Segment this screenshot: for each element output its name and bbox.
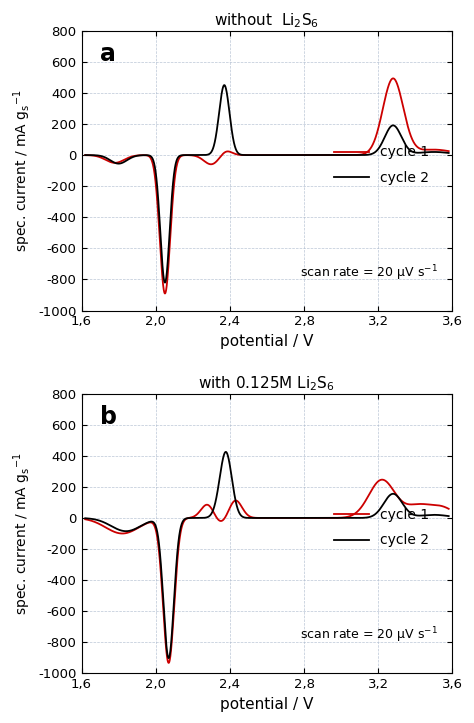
cycle 2 bbox=[346, 150, 352, 159]
cycle 1 bbox=[255, 513, 261, 522]
cycle 1 bbox=[82, 151, 88, 160]
cycle 1 bbox=[417, 500, 422, 508]
Text: scan rate = 20 μV s$^{-1}$: scan rate = 20 μV s$^{-1}$ bbox=[300, 263, 438, 283]
cycle 1 bbox=[346, 150, 352, 159]
Title: with 0.125M Li$_2$S$_6$: with 0.125M Li$_2$S$_6$ bbox=[199, 374, 336, 393]
cycle 2 bbox=[235, 149, 241, 158]
Text: b: b bbox=[100, 405, 117, 429]
Line: cycle 1: cycle 1 bbox=[85, 479, 449, 663]
cycle 2 bbox=[162, 278, 168, 287]
cycle 2 bbox=[435, 147, 440, 156]
Line: cycle 1: cycle 1 bbox=[85, 78, 449, 294]
cycle 2 bbox=[223, 448, 228, 456]
cycle 2 bbox=[221, 81, 227, 90]
cycle 1 bbox=[238, 150, 244, 159]
cycle 1 bbox=[435, 501, 440, 510]
cycle 2 bbox=[255, 150, 261, 159]
cycle 1 bbox=[446, 147, 452, 155]
Legend: cycle 1, cycle 2: cycle 1, cycle 2 bbox=[328, 140, 434, 190]
X-axis label: potential / V: potential / V bbox=[220, 334, 314, 349]
cycle 1 bbox=[390, 74, 396, 82]
cycle 2 bbox=[238, 150, 244, 159]
Line: cycle 2: cycle 2 bbox=[85, 85, 449, 283]
cycle 2 bbox=[255, 513, 261, 522]
Y-axis label: spec. current / mA g$_\mathregular{s}$$^{-1}$: spec. current / mA g$_\mathregular{s}$$^… bbox=[11, 90, 33, 252]
cycle 1 bbox=[379, 475, 385, 484]
cycle 2 bbox=[446, 512, 452, 521]
cycle 2 bbox=[235, 505, 241, 514]
cycle 2 bbox=[346, 513, 352, 522]
cycle 1 bbox=[255, 150, 261, 159]
cycle 2 bbox=[82, 150, 88, 159]
cycle 1 bbox=[435, 145, 440, 154]
cycle 2 bbox=[435, 510, 440, 519]
cycle 2 bbox=[417, 148, 422, 157]
Y-axis label: spec. current / mA g$_\mathregular{s}$$^{-1}$: spec. current / mA g$_\mathregular{s}$$^… bbox=[11, 453, 33, 615]
cycle 1 bbox=[417, 144, 422, 153]
Text: a: a bbox=[100, 42, 116, 66]
cycle 1 bbox=[82, 515, 88, 523]
cycle 1 bbox=[446, 505, 452, 513]
cycle 2 bbox=[446, 149, 452, 158]
cycle 2 bbox=[417, 511, 422, 520]
cycle 2 bbox=[82, 514, 88, 523]
cycle 1 bbox=[346, 512, 352, 521]
Legend: cycle 1, cycle 2: cycle 1, cycle 2 bbox=[328, 502, 434, 553]
cycle 1 bbox=[235, 150, 241, 159]
cycle 1 bbox=[162, 289, 168, 298]
cycle 2 bbox=[166, 654, 172, 662]
cycle 1 bbox=[238, 501, 244, 510]
Title: without  Li$_2$S$_6$: without Li$_2$S$_6$ bbox=[214, 11, 319, 30]
Text: scan rate = 20 μV s$^{-1}$: scan rate = 20 μV s$^{-1}$ bbox=[300, 626, 438, 646]
cycle 2 bbox=[238, 511, 244, 520]
Line: cycle 2: cycle 2 bbox=[85, 452, 449, 658]
cycle 1 bbox=[166, 659, 172, 667]
cycle 1 bbox=[235, 497, 241, 506]
X-axis label: potential / V: potential / V bbox=[220, 697, 314, 712]
